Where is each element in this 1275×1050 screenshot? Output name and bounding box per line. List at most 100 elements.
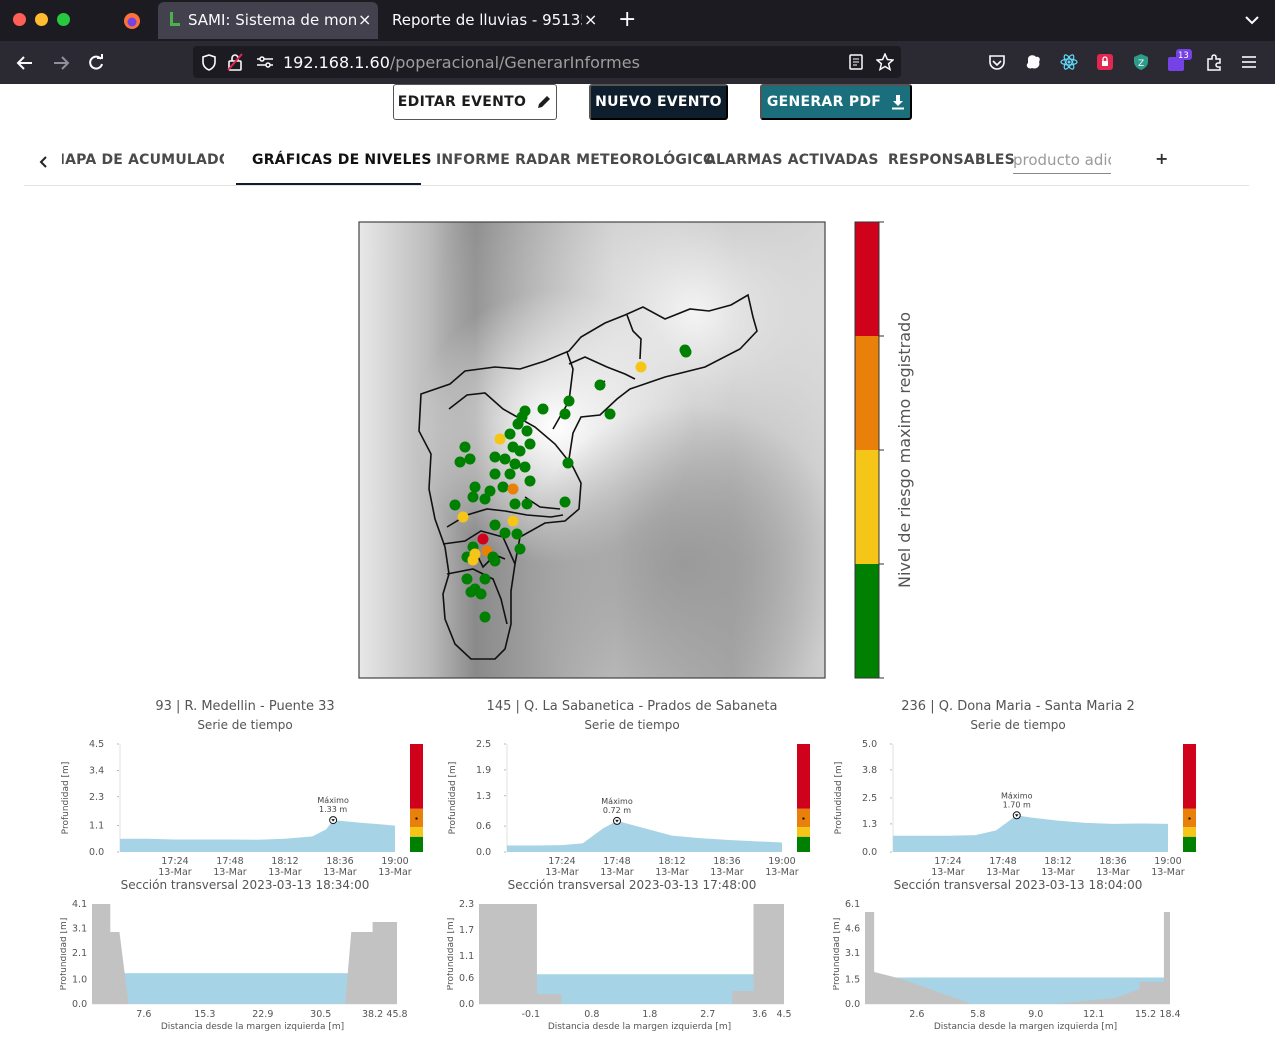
station-marker	[454, 456, 466, 468]
y-tick-label: 0.0	[476, 847, 491, 858]
add-tab-button[interactable]: +	[1155, 149, 1169, 168]
tab-responsables[interactable]: RESPONSABLES	[888, 152, 1015, 168]
station-marker	[479, 611, 491, 623]
password-manager-icon[interactable]	[1096, 53, 1114, 71]
shield-icon[interactable]	[201, 54, 217, 71]
react-devtools-icon[interactable]	[1060, 53, 1078, 71]
new-tab-button[interactable]: +	[618, 7, 637, 32]
x-axis-label: Distancia desde la margen izquierda [m]	[934, 1022, 1117, 1032]
address-bar[interactable]: 192.168.1.60/poperacional/GenerarInforme…	[193, 46, 901, 78]
x-tick-date: 13-Mar	[986, 867, 1020, 878]
minimize-window-button[interactable]	[35, 13, 48, 26]
download-icon	[892, 95, 905, 110]
back-arrow-icon[interactable]	[16, 55, 34, 71]
tab-mapa-clip: MAPA DE ACUMULADOS	[62, 138, 224, 184]
additional-product-input[interactable]	[1013, 147, 1111, 174]
extension-badge-icon[interactable]: 13	[1166, 49, 1192, 73]
risk-colorbar: Nivel de riesgo maximo registrado	[854, 221, 914, 679]
x-tick-date: 13-Mar	[931, 867, 965, 878]
new-event-button[interactable]: NUEVO EVENTO	[589, 84, 728, 120]
station-marker	[461, 573, 473, 585]
x-tick-label: 18:12	[1044, 856, 1071, 867]
chevron-left-icon[interactable]	[38, 156, 48, 168]
reload-icon[interactable]	[87, 54, 105, 72]
tab-mapa-acumulados[interactable]: MAPA DE ACUMULADOS	[62, 152, 224, 168]
tab-informe-radar[interactable]: INFORME RADAR METEOROLÓGICO	[436, 152, 716, 168]
x-tick-date: 13-Mar	[158, 867, 192, 878]
reader-view-icon[interactable]	[849, 54, 863, 70]
y-tick-label: 0.0	[845, 999, 860, 1010]
station-marker	[521, 498, 533, 510]
time-series-chart: 0.00.61.31.92.517:2413-Mar17:4813-Mar18:…	[448, 739, 810, 878]
privacy-badger-icon[interactable]: Z	[1132, 53, 1150, 71]
risk-bar-segment	[797, 827, 810, 837]
x-tick-label: 0.8	[584, 1009, 599, 1020]
risk-bar-segment	[797, 744, 810, 809]
risk-bar-segment	[1183, 836, 1196, 852]
risk-level-red	[855, 222, 879, 336]
x-tick-date: 13-Mar	[213, 867, 247, 878]
water-depth-area	[120, 820, 395, 852]
station-marker	[467, 491, 479, 503]
y-tick-label: 4.1	[72, 899, 87, 910]
y-tick-label: 1.3	[476, 791, 491, 802]
y-tick-label: 2.3	[459, 899, 474, 910]
station-marker	[457, 511, 469, 523]
station-markers	[449, 344, 692, 623]
generate-pdf-button[interactable]: GENERAR PDF	[760, 84, 912, 120]
x-tick-label: 18:36	[326, 856, 353, 867]
cross-section-title: Sección transversal 2023-03-13 18:04:00	[893, 878, 1143, 892]
url-path: /poperacional/GenerarInformes	[389, 53, 640, 72]
browser-tab-bar: SAMI: Sistema de moni × Reporte de lluvi…	[0, 0, 1275, 41]
x-tick-label: 3.6	[752, 1009, 767, 1020]
x-tick-label: 19:00	[768, 856, 795, 867]
pocket-icon[interactable]	[988, 54, 1006, 71]
station-marker	[594, 379, 606, 391]
extensions-puzzle-icon[interactable]	[1205, 53, 1223, 71]
y-tick-label: 2.5	[476, 739, 491, 750]
bookmark-star-icon[interactable]	[876, 53, 894, 71]
station-marker	[449, 499, 461, 511]
risk-bar-segment	[1183, 744, 1196, 809]
max-label: Máximo	[317, 796, 349, 805]
tab-graficas-niveles[interactable]: GRÁFICAS DE NIVELES	[252, 152, 432, 168]
station-marker	[537, 403, 549, 415]
url-text[interactable]: 192.168.1.60/poperacional/GenerarInforme…	[283, 53, 640, 72]
permissions-icon[interactable]	[256, 56, 274, 68]
x-tick-date: 13-Mar	[323, 867, 357, 878]
browser-tab-reporte[interactable]: Reporte de lluvias - 95135 ×	[380, 2, 600, 39]
risk-bar-segment	[410, 827, 423, 837]
station-marker	[559, 408, 571, 420]
max-value: 0.72 m	[603, 806, 631, 815]
firefox-icon	[124, 13, 140, 29]
y-tick-label: 0.6	[459, 973, 474, 984]
cross-section-title: Sección transversal 2023-03-13 18:34:00	[120, 878, 370, 892]
y-axis-label: Profundidad [m]	[60, 918, 69, 991]
gnome-extension-icon[interactable]	[1024, 53, 1042, 71]
hamburger-menu-icon[interactable]	[1241, 55, 1257, 69]
close-tab-icon[interactable]: ×	[358, 10, 372, 29]
station-marker	[494, 433, 506, 445]
x-tick-label: -0.1	[522, 1009, 541, 1020]
station-marker	[524, 475, 536, 487]
tab-alarmas-activadas[interactable]: ALARMAS ACTIVADAS	[705, 152, 879, 168]
x-tick-date: 13-Mar	[1041, 867, 1075, 878]
x-tick-label: 18.4	[1159, 1009, 1180, 1020]
forward-arrow-icon[interactable]	[52, 55, 70, 71]
svg-text:Z: Z	[1138, 59, 1144, 69]
close-window-button[interactable]	[13, 13, 26, 26]
x-tick-date: 13-Mar	[545, 867, 579, 878]
insecure-lock-icon[interactable]	[227, 53, 243, 71]
list-tabs-icon[interactable]	[1244, 14, 1260, 26]
close-tab-icon[interactable]: ×	[584, 10, 598, 29]
y-tick-label: 3.1	[845, 948, 860, 959]
station-marker	[504, 428, 516, 440]
station-title: 93 | R. Medellin - Puente 33	[155, 699, 335, 714]
maximize-window-button[interactable]	[57, 13, 70, 26]
risk-level-dot	[1188, 817, 1191, 820]
edit-event-button[interactable]: EDITAR EVENTO	[393, 84, 557, 120]
x-tick-label: 18:12	[271, 856, 298, 867]
y-tick-label: 2.3	[89, 792, 104, 803]
browser-tab-sami[interactable]: SAMI: Sistema de moni ×	[158, 2, 378, 39]
y-tick-label: 2.5	[862, 793, 877, 804]
